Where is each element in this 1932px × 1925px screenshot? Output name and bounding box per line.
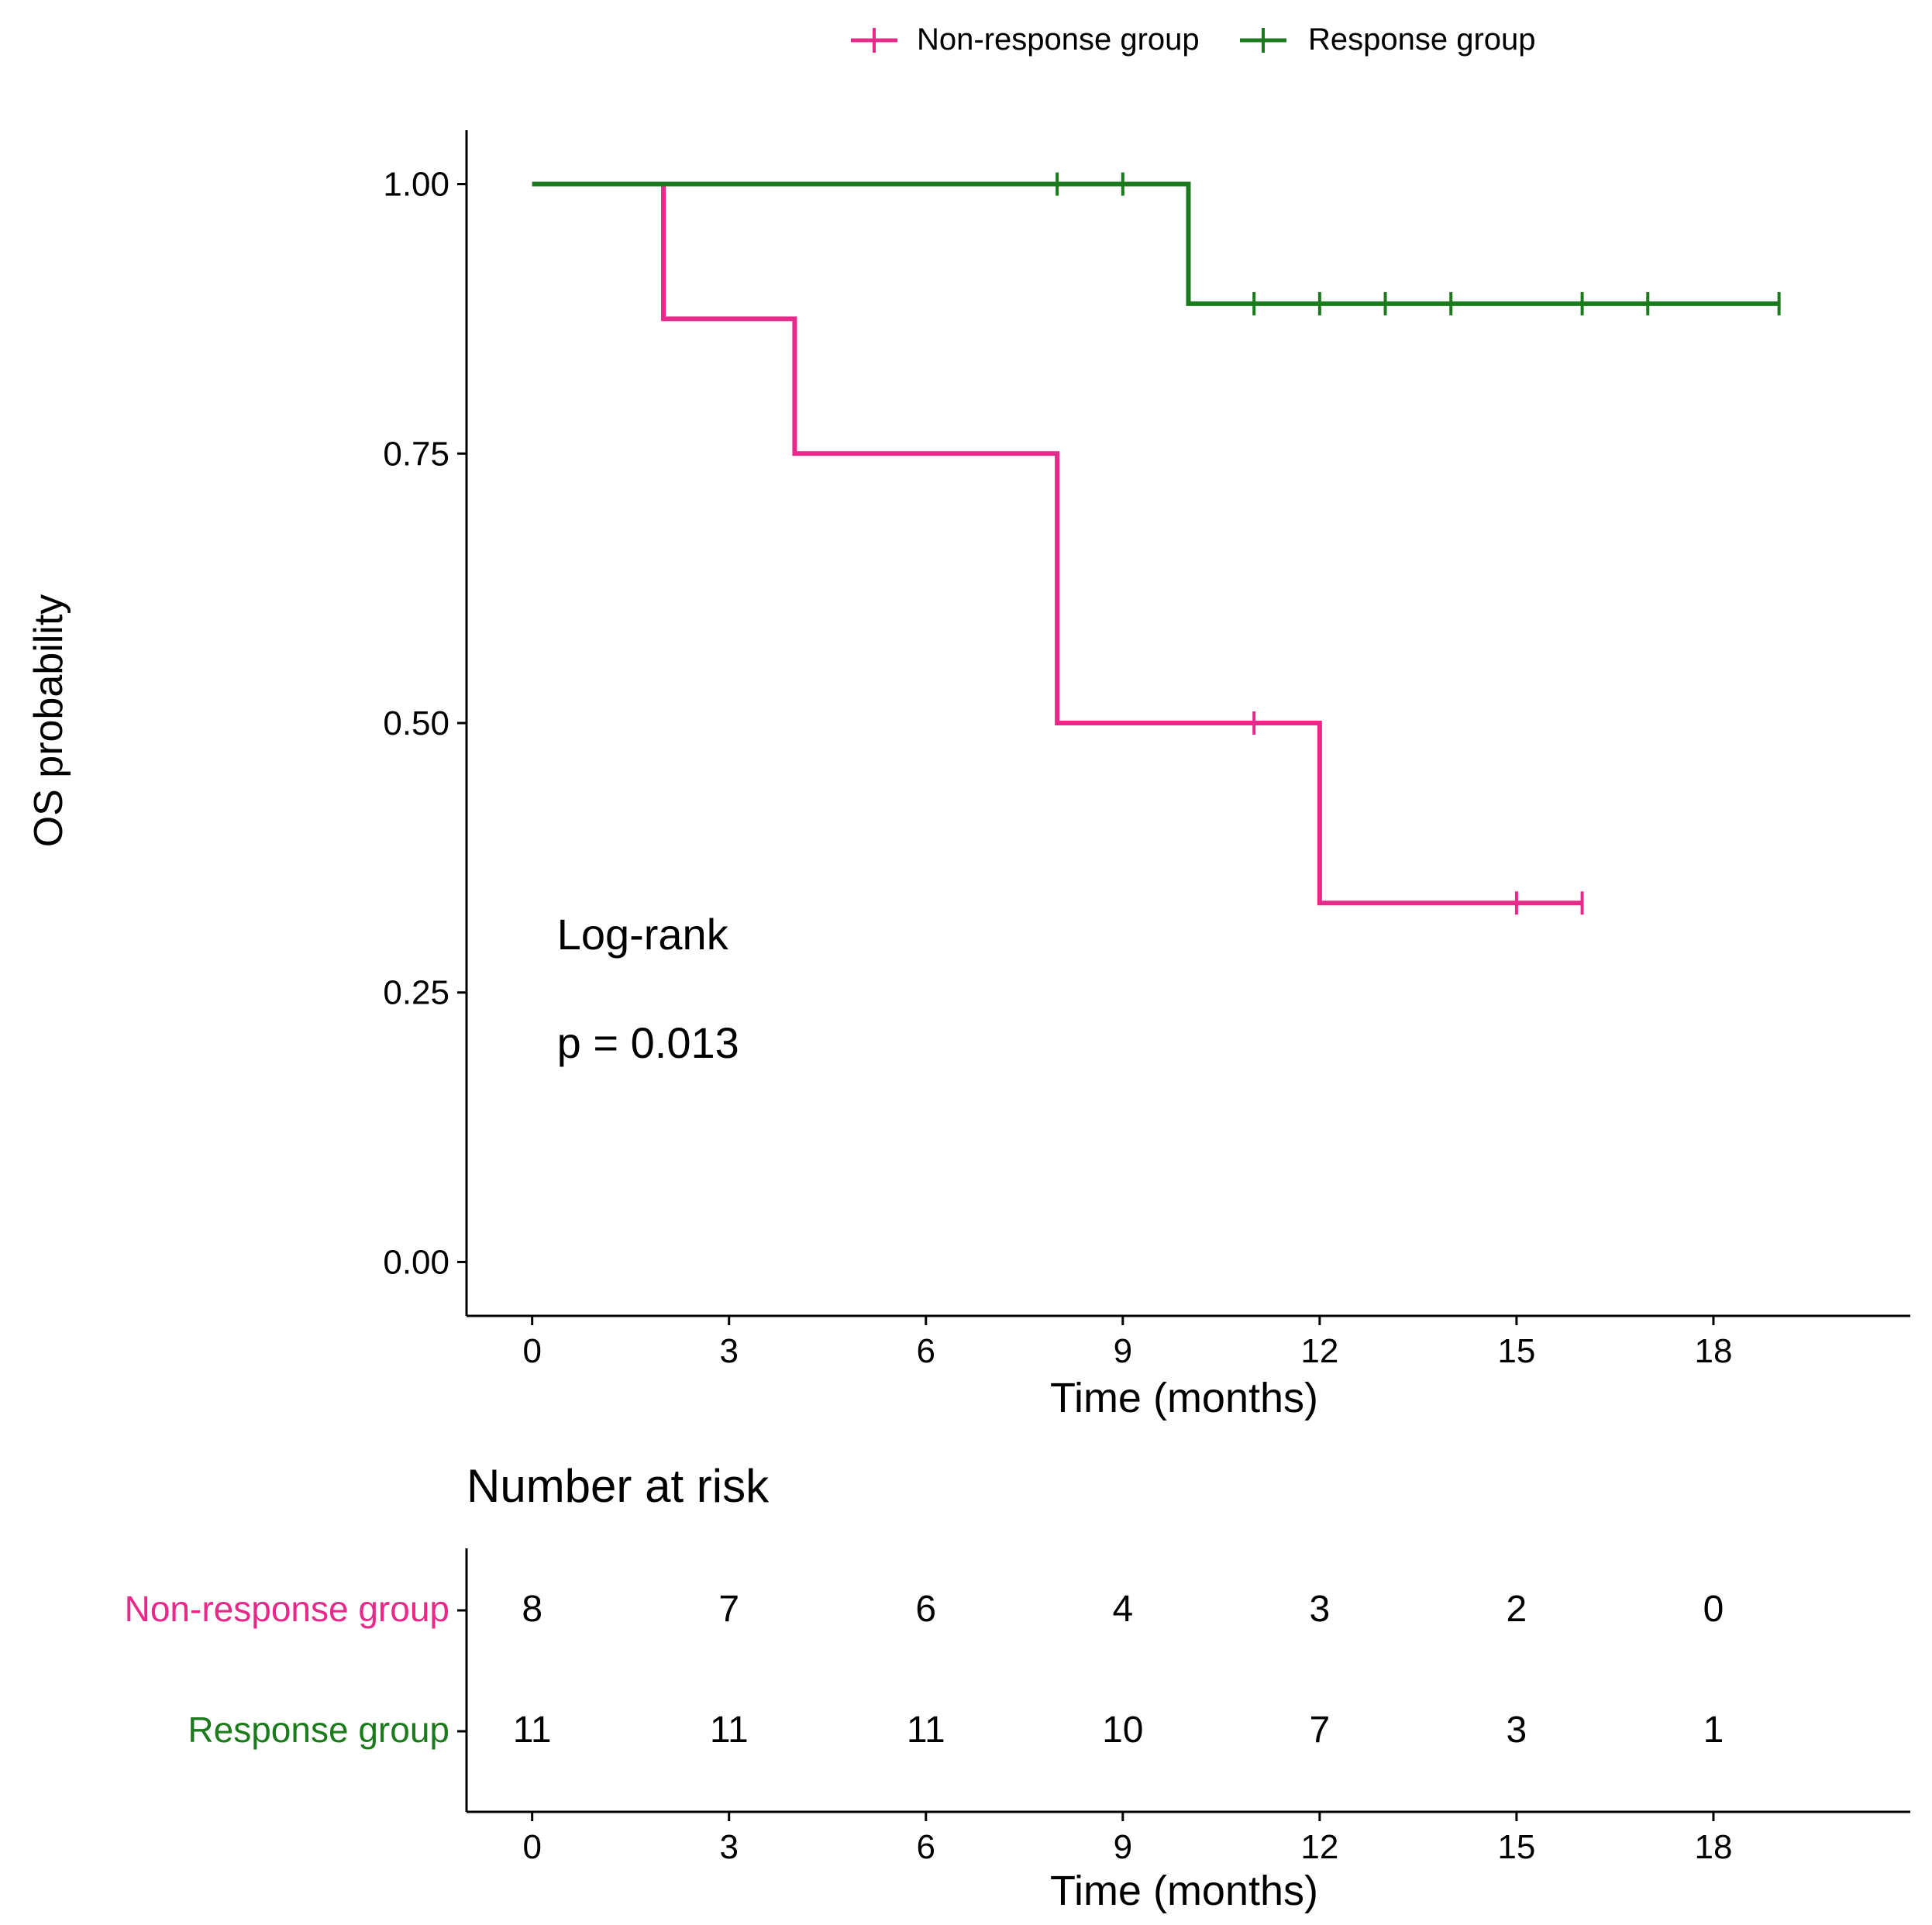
p-value-label: p = 0.013 bbox=[557, 1018, 739, 1067]
risk-cell-non-response: 7 bbox=[718, 1589, 739, 1630]
x-axis-label: Time (months) bbox=[1050, 1375, 1318, 1421]
y-axis-label: OS probability bbox=[26, 594, 71, 848]
x-tick-label: 3 bbox=[719, 1332, 738, 1370]
x-tick-label: 18 bbox=[1694, 1332, 1732, 1370]
risk-row-label-response: Response group bbox=[188, 1710, 449, 1750]
risk-cell-response: 11 bbox=[907, 1710, 945, 1751]
x-tick-label: 15 bbox=[1497, 1332, 1535, 1370]
risk-cell-non-response: 6 bbox=[915, 1589, 936, 1630]
risk-table-x-tick-label: 3 bbox=[719, 1828, 738, 1866]
risk-cell-non-response: 2 bbox=[1507, 1589, 1527, 1630]
y-tick-label: 0.25 bbox=[383, 974, 449, 1012]
risk-cell-response: 7 bbox=[1310, 1710, 1331, 1751]
legend-label-response: Response group bbox=[1308, 22, 1536, 57]
risk-cell-non-response: 3 bbox=[1310, 1589, 1331, 1630]
risk-table-x-tick-label: 18 bbox=[1694, 1828, 1732, 1866]
risk-table-x-tick-label: 12 bbox=[1300, 1828, 1338, 1866]
risk-cell-response: 3 bbox=[1507, 1710, 1527, 1751]
risk-cell-response: 11 bbox=[513, 1710, 552, 1751]
x-tick-label: 6 bbox=[917, 1332, 935, 1370]
risk-table-x-tick-label: 6 bbox=[917, 1828, 935, 1866]
risk-table-x-tick-label: 9 bbox=[1114, 1828, 1132, 1866]
y-tick-label: 0.50 bbox=[383, 704, 449, 742]
risk-cell-non-response: 4 bbox=[1112, 1589, 1133, 1630]
risk-table-x-tick-label: 0 bbox=[522, 1828, 541, 1866]
risk-cell-response: 11 bbox=[710, 1710, 749, 1751]
survival-plot: 0.00 0.25 0.50 0.75 1.00 0 3 6 9 12 15 18 OS probab… bbox=[26, 130, 1910, 1421]
risk-table-cells: Non-response group 8 7 6 4 3 2 0 Response group 1… bbox=[125, 1589, 1724, 1751]
y-tick-label: 0.75 bbox=[383, 435, 449, 473]
survival-curve-response bbox=[532, 181, 1779, 306]
risk-table-title: Number at risk bbox=[467, 1460, 770, 1512]
x-tick-label: 9 bbox=[1114, 1332, 1132, 1370]
risk-cell-non-response: 0 bbox=[1703, 1589, 1724, 1630]
risk-table-axes: 0 3 6 9 12 15 18 bbox=[457, 1548, 1910, 1866]
legend: Non-response group Response group bbox=[851, 22, 1536, 57]
risk-cell-response: 1 bbox=[1703, 1710, 1724, 1751]
legend-item-response: Response group bbox=[1240, 22, 1536, 57]
risk-cell-response: 10 bbox=[1102, 1710, 1143, 1751]
survival-plot-axes: 0.00 0.25 0.50 0.75 1.00 0 3 6 9 12 15 18 bbox=[383, 130, 1910, 1370]
risk-cell-non-response: 8 bbox=[522, 1589, 542, 1630]
y-tick-label: 1.00 bbox=[383, 166, 449, 204]
risk-table-x-axis-label: Time (months) bbox=[1050, 1868, 1318, 1914]
risk-table: Number at risk 0 3 6 9 12 15 18 Non-response g… bbox=[125, 1460, 1910, 1914]
risk-table-x-tick-label: 15 bbox=[1497, 1828, 1535, 1866]
log-rank-label: Log-rank bbox=[557, 910, 729, 959]
x-tick-label: 0 bbox=[522, 1332, 541, 1370]
y-tick-label: 0.00 bbox=[383, 1243, 449, 1281]
risk-row-label-non-response: Non-response group bbox=[125, 1589, 449, 1629]
survival-curves bbox=[532, 172, 1781, 915]
survival-curve-non-response bbox=[532, 181, 1582, 906]
legend-item-non-response: Non-response group bbox=[851, 22, 1200, 57]
x-tick-label: 12 bbox=[1300, 1332, 1338, 1370]
legend-label-non-response: Non-response group bbox=[917, 22, 1200, 57]
